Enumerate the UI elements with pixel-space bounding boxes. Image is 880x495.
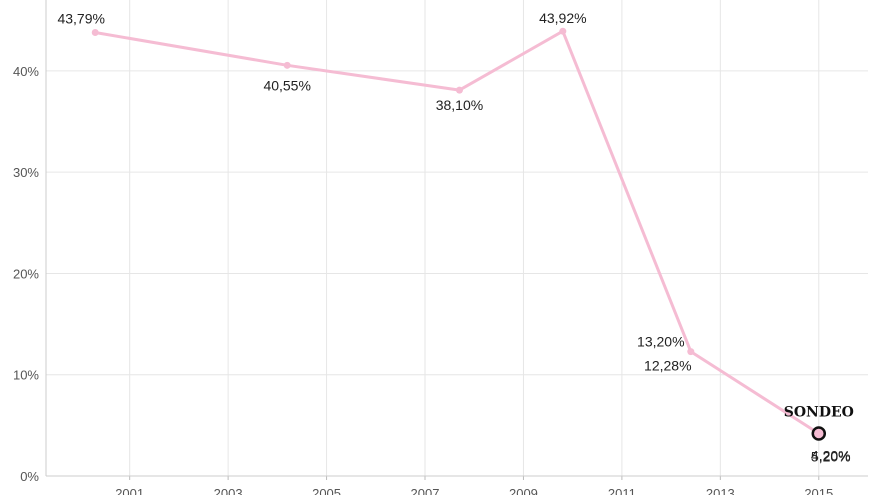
data-point xyxy=(455,86,463,94)
data-label: 12,28% xyxy=(644,358,691,374)
x-tick-label: 2005 xyxy=(312,486,341,495)
axes xyxy=(45,0,868,480)
grid-lines xyxy=(46,0,868,477)
data-label: 43,92% xyxy=(539,10,586,26)
x-tick-label: 2013 xyxy=(706,486,735,495)
highlight-point-marker xyxy=(811,426,827,441)
y-tick-labels: 0% 10% 20% 30% 40% xyxy=(13,64,39,484)
annotation-label: 13,20% xyxy=(637,333,684,349)
data-point xyxy=(91,29,99,37)
data-labels: 43,79% 40,55% 38,10% 43,92% 12,28% 4,20% SONDE… xyxy=(57,10,853,464)
y-tick-label: 0% xyxy=(20,469,39,484)
x-tick-label: 2009 xyxy=(509,486,538,495)
data-label: 43,79% xyxy=(57,11,104,27)
x-tick-label: 2003 xyxy=(214,486,243,495)
data-point xyxy=(559,27,567,35)
y-tick-label: 20% xyxy=(13,266,39,281)
x-tick-labels: 2001 2003 2005 2007 2009 2011 2013 2015 xyxy=(115,486,833,495)
y-tick-label: 40% xyxy=(13,64,39,79)
x-tick-label: 2001 xyxy=(115,486,144,495)
series-line xyxy=(94,29,820,435)
data-point xyxy=(687,348,695,356)
x-tick-label: 2015 xyxy=(804,486,833,495)
y-tick-label: 30% xyxy=(13,165,39,180)
annotation-label: 5,20% xyxy=(811,448,851,464)
data-label: 4,20% xyxy=(811,447,851,463)
x-tick-label: 2007 xyxy=(411,486,440,495)
series xyxy=(91,27,827,441)
annotation-sondeo: SONDEO xyxy=(784,404,854,420)
x-tick-label: 2011 xyxy=(608,486,636,495)
y-tick-label: 10% xyxy=(13,368,39,383)
data-point xyxy=(283,61,291,69)
data-label: 40,55% xyxy=(263,77,310,93)
data-label: 38,10% xyxy=(436,97,483,113)
